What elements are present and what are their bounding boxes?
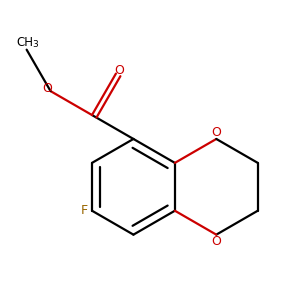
Text: 3: 3 (32, 40, 38, 50)
Text: CH: CH (16, 36, 33, 49)
Text: O: O (212, 126, 221, 139)
Text: O: O (114, 64, 124, 77)
Text: F: F (80, 204, 88, 217)
Text: O: O (42, 82, 52, 95)
Text: O: O (212, 235, 221, 248)
